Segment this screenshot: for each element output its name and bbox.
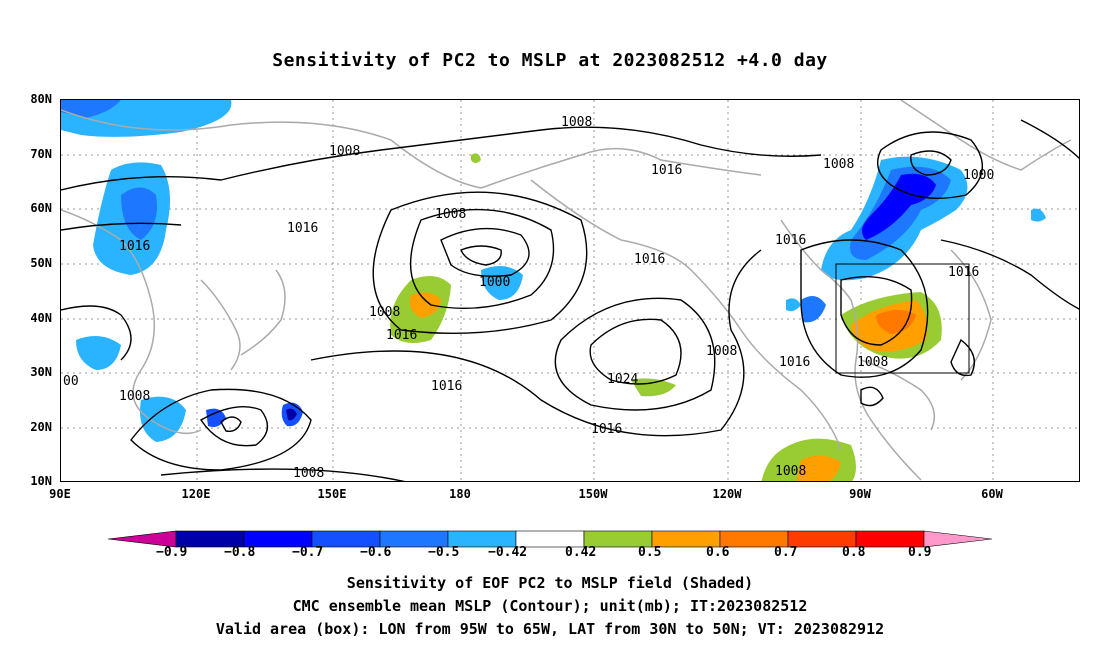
colorbar-label: 0.9 xyxy=(908,545,932,560)
contour-label: 1016 xyxy=(591,422,622,437)
contour-label: 1016 xyxy=(779,355,810,370)
colorbar-label: −0.5 xyxy=(428,545,460,560)
contour-label: 1008 xyxy=(119,389,150,404)
contour-label: 1016 xyxy=(386,328,417,343)
colorbar-label: −0.9 xyxy=(156,545,188,560)
map-canvas: 1008 1008 1016 1008 1016 1016 1008 1000 … xyxy=(61,100,1079,481)
sensitivity-map: 1008 1008 1016 1008 1016 1016 1008 1000 … xyxy=(60,99,1080,482)
colorbar xyxy=(108,530,992,548)
contour-label: 1016 xyxy=(287,221,318,236)
lon-label-120e: 120E xyxy=(181,487,211,501)
lon-label-90e: 90E xyxy=(49,487,71,501)
lon-label-180: 180 xyxy=(449,487,471,501)
contour-label: 1008 xyxy=(435,207,466,222)
contour-label: 1008 xyxy=(329,144,360,159)
lat-label-50n: 50N xyxy=(30,256,52,270)
contour-label: 1016 xyxy=(431,379,462,394)
colorbar-label: −0.6 xyxy=(360,545,392,560)
contour-label: 1016 xyxy=(119,239,150,254)
contour-label: 1000 xyxy=(479,275,510,290)
colorbar-label: −0.42 xyxy=(488,545,528,560)
colorbar-label: 0.8 xyxy=(842,545,866,560)
contour-label: 1008 xyxy=(857,355,888,370)
lat-label-70n: 70N xyxy=(30,147,52,161)
mslp-contours xyxy=(61,119,1079,481)
lon-label-60w: 60W xyxy=(981,487,1003,501)
colorbar-label: 0.6 xyxy=(706,545,730,560)
contour-label: 00 xyxy=(63,374,79,389)
contour-label: 1016 xyxy=(634,252,665,267)
sensitivity-shading xyxy=(61,100,1046,481)
coastlines xyxy=(61,100,1072,481)
footer-line-3: Valid area (box): LON from 95W to 65W, L… xyxy=(215,620,885,638)
colorbar-label: −0.8 xyxy=(224,545,256,560)
contour-label: 1008 xyxy=(706,344,737,359)
map-title: Sensitivity of PC2 to MSLP at 2023082512… xyxy=(272,50,828,71)
colorbar-label: −0.7 xyxy=(292,545,324,560)
contour-label: 1016 xyxy=(948,265,979,280)
lat-label-20n: 20N xyxy=(30,420,52,434)
contour-label: 1016 xyxy=(651,163,682,178)
lon-label-150e: 150E xyxy=(317,487,347,501)
contour-label: 1024 xyxy=(607,372,638,387)
contour-label: 1008 xyxy=(775,464,806,479)
contour-label: 1008 xyxy=(293,466,324,481)
footer-line-2: CMC ensemble mean MSLP (Contour); unit(m… xyxy=(292,597,808,615)
contour-label: 1008 xyxy=(561,115,592,130)
footer-line-1: Sensitivity of EOF PC2 to MSLP field (Sh… xyxy=(346,574,754,592)
contour-label: 1016 xyxy=(775,233,806,248)
colorbar-label: 0.5 xyxy=(638,545,662,560)
lon-label-120w: 120W xyxy=(712,487,742,501)
colorbar-label: 0.42 xyxy=(565,545,597,560)
colorbar-swatch xyxy=(923,530,992,548)
lat-label-40n: 40N xyxy=(30,311,52,325)
lat-label-80n: 80N xyxy=(30,92,52,106)
contour-label: 1008 xyxy=(823,157,854,172)
colorbar-label: 0.7 xyxy=(774,545,798,560)
lon-label-150w: 150W xyxy=(578,487,608,501)
contour-label: 1008 xyxy=(369,305,400,320)
contour-labels: 1008 1008 1016 1008 1016 1016 1008 1000 … xyxy=(63,115,994,481)
lat-label-10n: 10N xyxy=(30,474,52,488)
contour-label: 1000 xyxy=(963,168,994,183)
lat-label-30n: 30N xyxy=(30,365,52,379)
lat-label-60n: 60N xyxy=(30,201,52,215)
valid-area-box xyxy=(835,263,970,374)
lon-label-90w: 90W xyxy=(849,487,871,501)
